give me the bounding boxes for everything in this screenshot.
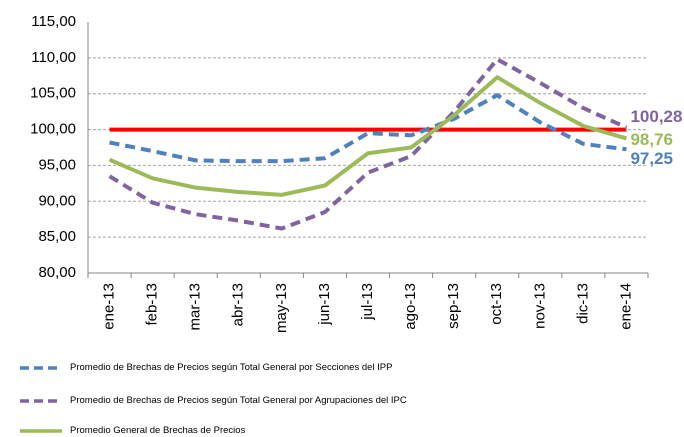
- y-tick-label: 100,00: [30, 121, 76, 138]
- y-tick-label: 80,00: [38, 264, 76, 281]
- y-tick-label: 90,00: [38, 192, 76, 209]
- data-label: 97,25: [630, 149, 673, 168]
- series-line: [108, 57, 628, 231]
- legend-label: Promedio de Brechas de Precios según Tot…: [70, 362, 393, 373]
- legend-label: Promedio General de Brechas de Precios: [70, 425, 246, 436]
- x-tick-label: ene-14: [617, 283, 634, 330]
- x-tick-label: ago-13: [402, 283, 419, 330]
- x-tick-label: jun-13: [316, 283, 333, 326]
- x-tick-label: nov-13: [531, 283, 548, 329]
- x-tick-label: dic-13: [574, 283, 591, 324]
- x-tick-label: may-13: [273, 283, 290, 333]
- plot: 80,00 85,00 90,00 95,00 100,00 105,00 110,00 11…: [30, 13, 682, 333]
- x-tick-label: feb-13: [144, 283, 161, 326]
- y-tick-label: 115,00: [31, 13, 76, 30]
- legend-item: Promedio de Brechas de Precios según Tot…: [18, 361, 415, 375]
- x-tick-label: sep-13: [445, 283, 462, 329]
- x-tick-label: oct-13: [488, 283, 505, 325]
- series-line: [109, 93, 627, 164]
- x-tick-label: jul-13: [359, 283, 376, 321]
- legend-item: Promedio General de Brechas de Precios: [18, 424, 415, 437]
- legend-label: Promedio de Brechas de Precios según Tot…: [70, 395, 407, 406]
- legend-swatch: [20, 399, 62, 403]
- legend-item: Promedio de Brechas de Precios según Tot…: [18, 394, 415, 408]
- x-tick-label: abr-13: [230, 283, 247, 326]
- y-tick-label: 110,00: [31, 49, 76, 66]
- legend-swatch: [20, 429, 62, 433]
- y-tick-label: 95,00: [38, 156, 76, 173]
- x-tick-label: mar-13: [187, 283, 204, 331]
- y-tick-label: 85,00: [38, 228, 76, 245]
- legend-swatch: [20, 366, 62, 370]
- y-tick-label: 105,00: [30, 85, 76, 102]
- x-tick-label: ene-13: [101, 283, 118, 330]
- data-label: 98,76: [630, 130, 673, 149]
- data-label: 100,28: [630, 107, 682, 126]
- series-line: [108, 75, 628, 197]
